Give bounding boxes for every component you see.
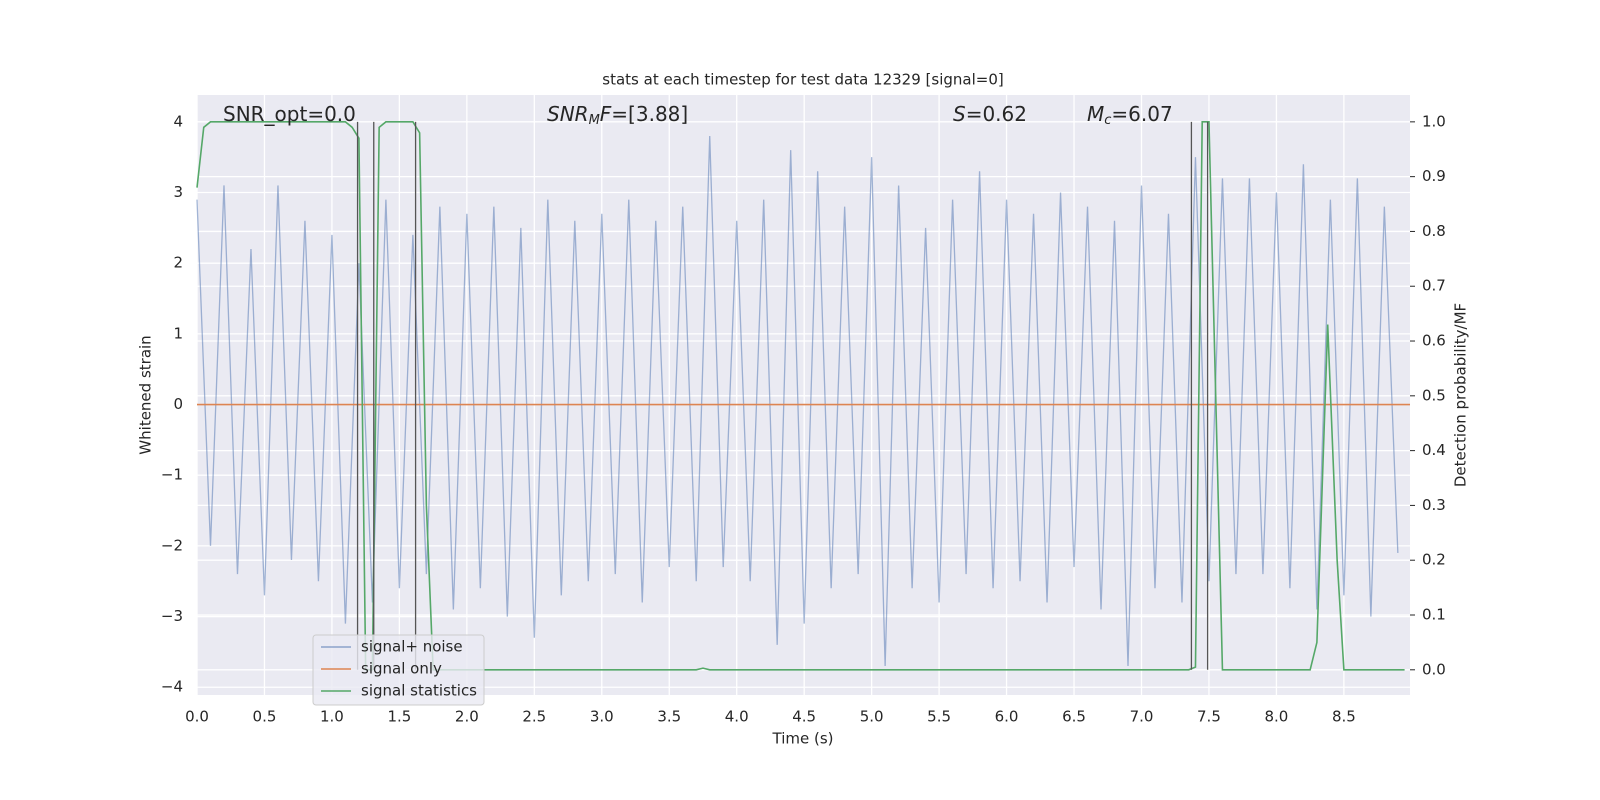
y2-axis-label: Detection probability/MF (1452, 303, 1470, 487)
x-tick-label: 4.5 (792, 708, 816, 726)
annotation-text: =[3.88] (611, 102, 688, 126)
annotation-text: SNR_opt=0.0 (223, 102, 356, 126)
y2-tick-label: 1.0 (1422, 112, 1446, 130)
annotation-text: SNR (547, 102, 589, 126)
y-tick-label: 2 (173, 254, 183, 272)
y2-tick-label: 0.1 (1422, 606, 1446, 624)
annotation: SNR_opt=0.0 (223, 102, 356, 126)
annotation-text: =0.62 (966, 102, 1027, 126)
y-tick-label: 1 (173, 324, 183, 342)
x-tick-label: 7.5 (1197, 708, 1221, 726)
legend-label: signal statistics (361, 682, 477, 700)
x-tick-label: 1.5 (387, 708, 411, 726)
x-tick-label: 8.0 (1264, 708, 1288, 726)
annotation: SNRMF=[3.88] (547, 102, 688, 128)
x-tick-label: 6.0 (995, 708, 1019, 726)
marks (196, 121, 1410, 671)
y-axis-label: Whitened strain (137, 335, 155, 454)
y2-tick-label: 0.9 (1422, 167, 1446, 185)
y-tick-label: −2 (161, 536, 183, 554)
y-tick-label: 4 (173, 112, 183, 130)
x-tick-label: 0.0 (185, 708, 209, 726)
x-tick-label: 0.5 (253, 708, 277, 726)
y-tick-label: −3 (161, 607, 183, 625)
legend-box (312, 634, 485, 706)
x-tick-label: 5.0 (860, 708, 884, 726)
annotation-text: =6.07 (1111, 102, 1172, 126)
legend-label: signal only (361, 660, 442, 678)
y-tick-label: 0 (173, 395, 183, 413)
y2-tick-label: 0.8 (1422, 222, 1446, 240)
y2-tick-label: 0.6 (1422, 332, 1446, 350)
chart-title: stats at each timestep for test data 123… (602, 71, 1003, 89)
y-tick-label: 3 (173, 183, 183, 201)
x-tick-label: 3.5 (657, 708, 681, 726)
x-tick-label: 1.0 (320, 708, 344, 726)
y2-tick-label: 0.5 (1422, 386, 1446, 404)
y2-tick-label: 0.2 (1422, 551, 1446, 569)
y-tick-label: −1 (161, 466, 183, 484)
series-line (196, 135, 1399, 667)
annotation: S=0.62 (953, 102, 1027, 126)
y2-tick-label: 0.7 (1422, 277, 1446, 295)
x-tick-label: 7.0 (1130, 708, 1154, 726)
x-tick-label: 6.5 (1062, 708, 1086, 726)
x-tick-label: 5.5 (927, 708, 951, 726)
y2-tick-label: 0.3 (1422, 496, 1446, 514)
annotation: Mc=6.07 (1087, 102, 1173, 128)
annotation-text: F (600, 102, 612, 126)
x-tick-label: 2.0 (455, 708, 479, 726)
x-tick-label: 4.0 (725, 708, 749, 726)
y-tick-label: −4 (161, 678, 183, 696)
legend-label: signal+ noise (361, 638, 463, 656)
y2-tick-label: 0.4 (1422, 441, 1446, 459)
annotation-text: S (953, 102, 966, 126)
legend: signal+ noise signal only signal statistic… (312, 634, 485, 706)
y2-tick-label: 0.0 (1422, 660, 1446, 678)
x-tick-label: 8.5 (1332, 708, 1356, 726)
annotation-text: M (1087, 102, 1104, 126)
x-tick-label: 2.5 (522, 708, 546, 726)
annotation-sub: M (589, 113, 600, 128)
series-line (196, 121, 1405, 671)
x-tick-label: 3.0 (590, 708, 614, 726)
x-axis-label: Time (s) (772, 730, 834, 748)
annotation-sub: c (1104, 113, 1111, 128)
